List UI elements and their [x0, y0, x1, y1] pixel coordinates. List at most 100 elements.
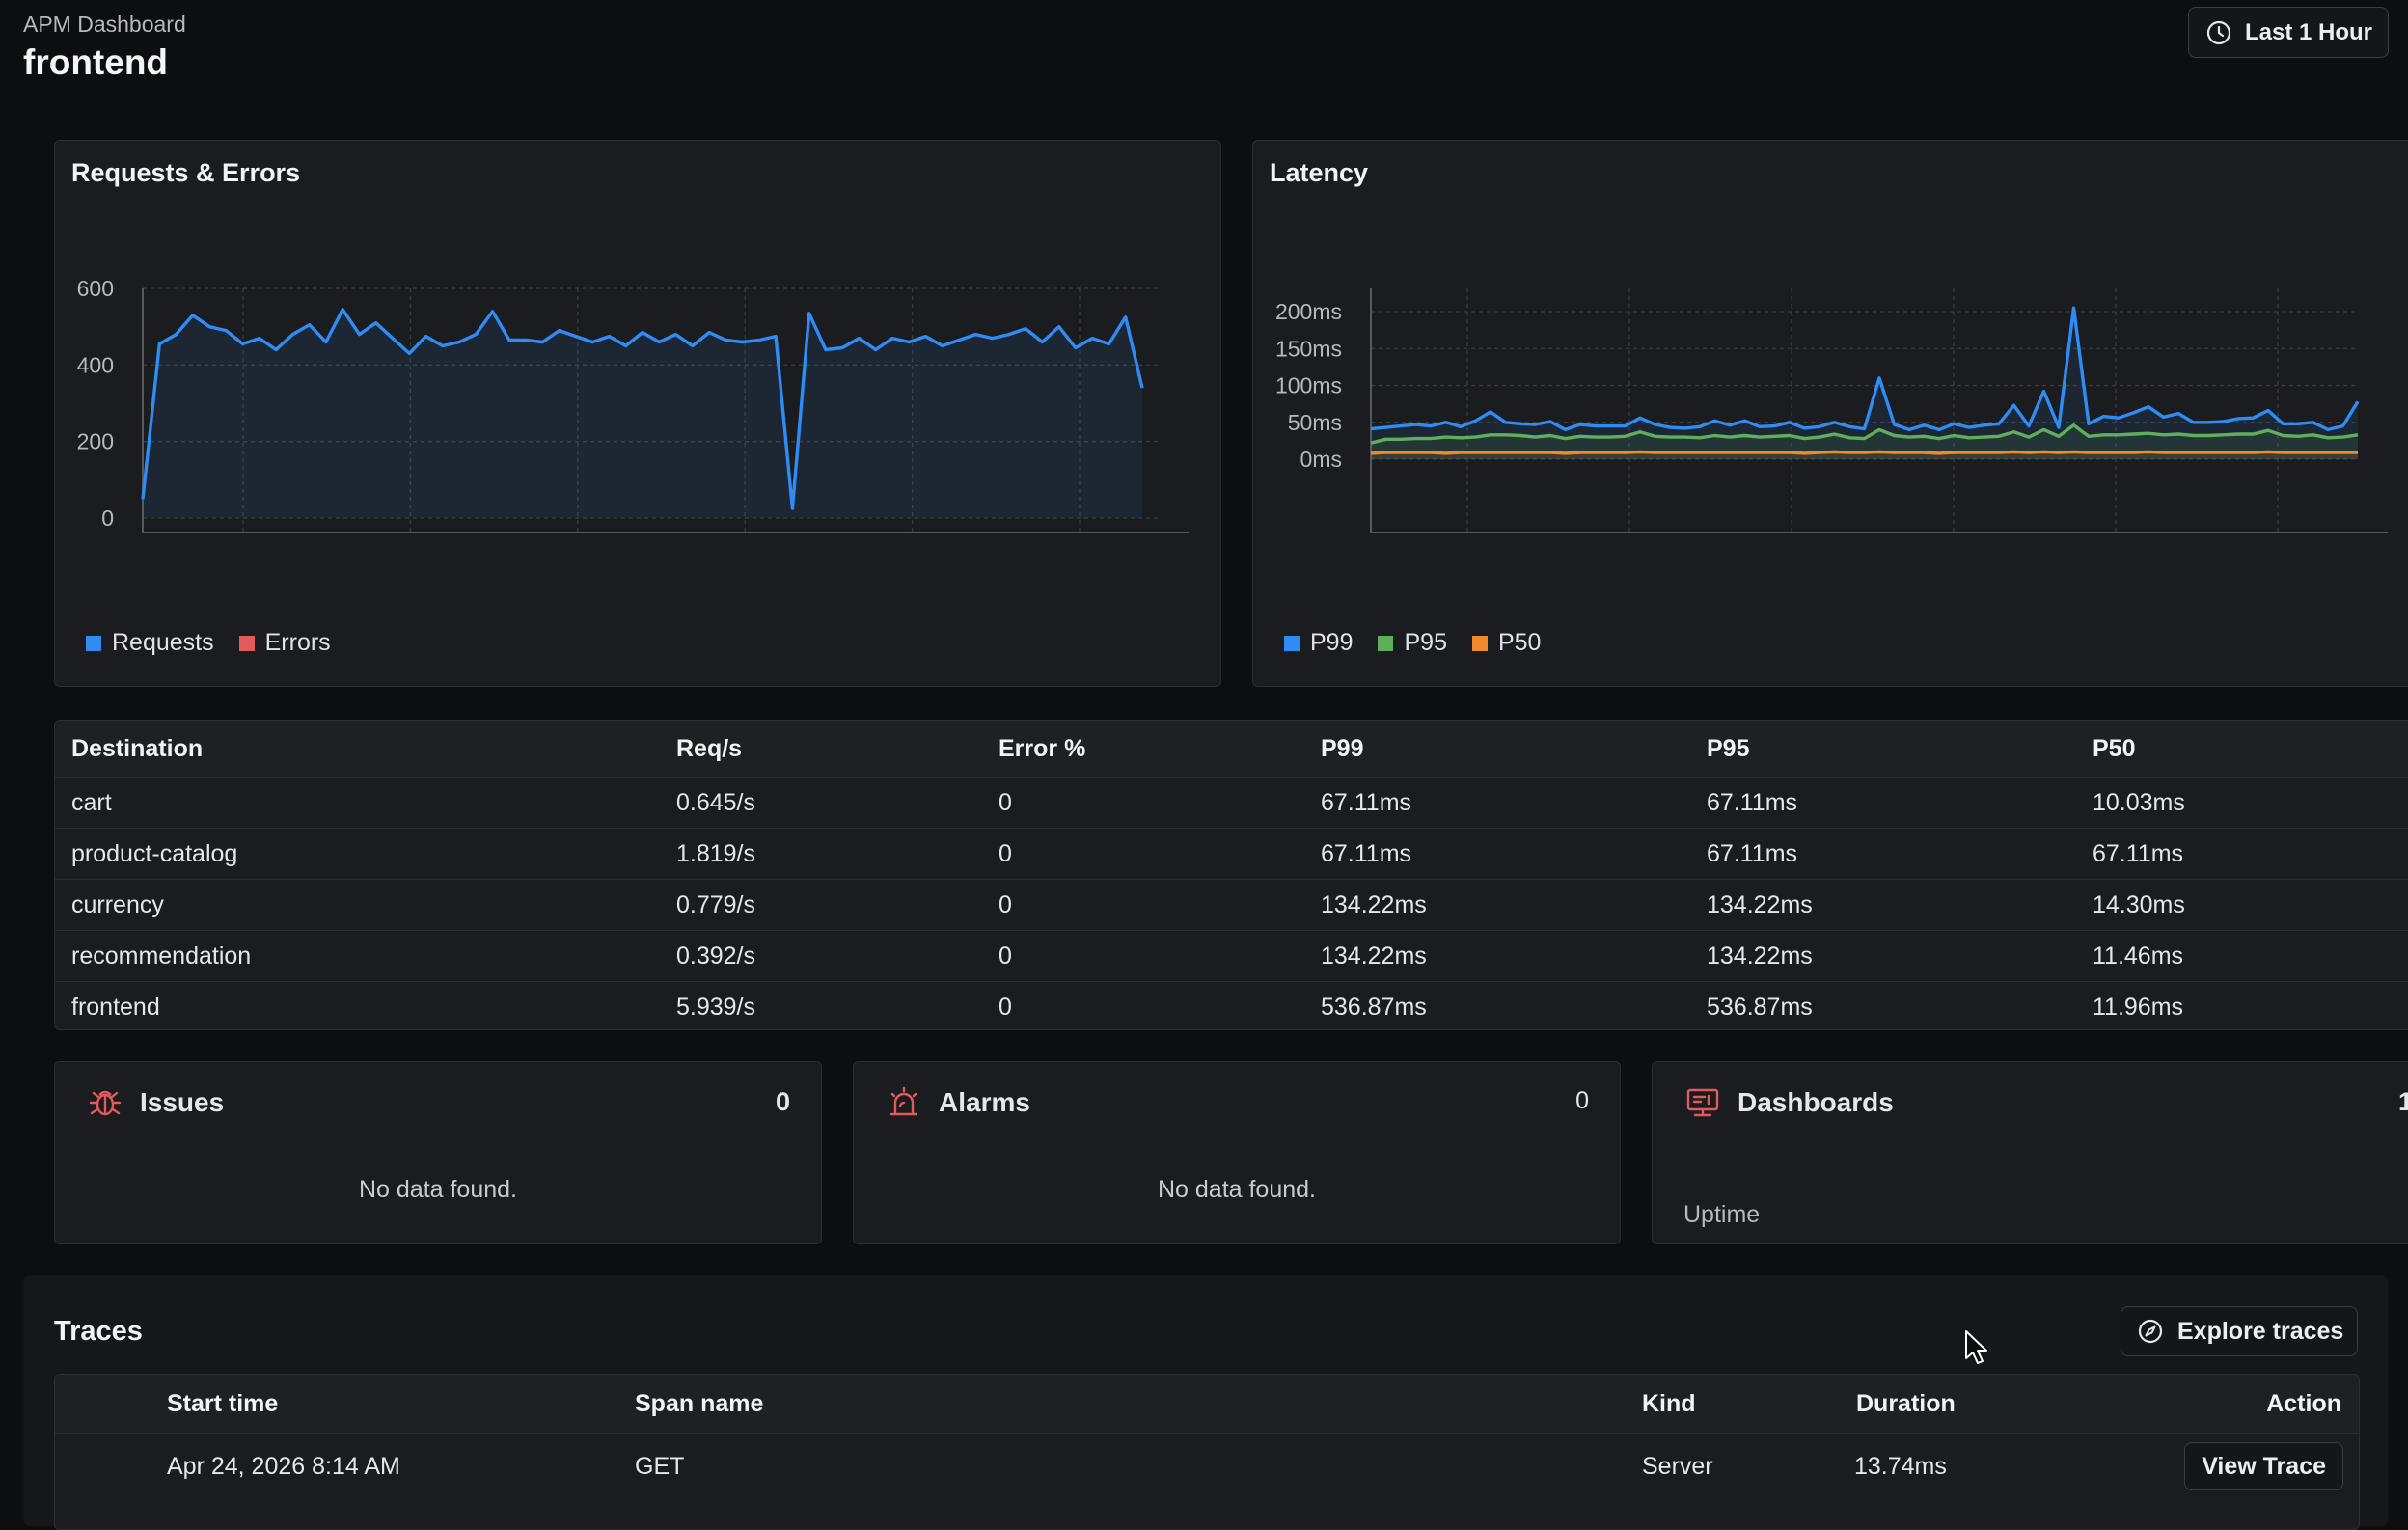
y-tick-label: 200ms [1275, 299, 1342, 324]
alarms-card[interactable]: Alarms 0 No data found. [853, 1061, 1621, 1244]
dashboards-card[interactable]: Dashboards 1 Uptime [1652, 1061, 2408, 1244]
column-header[interactable]: Duration [1847, 1375, 2136, 1434]
explore-traces-button[interactable]: Explore traces [2121, 1306, 2358, 1356]
issues-card[interactable]: Issues 0 No data found. [54, 1061, 822, 1244]
y-tick-label: 0 [101, 505, 114, 531]
dashboard-item-uptime[interactable]: Uptime [1683, 1201, 1761, 1228]
legend-label: P50 [1497, 629, 1542, 656]
traces-table-container: Start time Span name Kind Duration Actio… [54, 1374, 2360, 1530]
latency-chart: 200ms150ms100ms50ms0ms12:5013:0013:1013:… [1275, 288, 2388, 533]
explore-traces-label: Explore traces [2177, 1317, 2344, 1345]
column-header-spacer [55, 1375, 167, 1434]
table-row[interactable]: currency 0.779/s 0 134.22ms 134.22ms 14.… [55, 879, 2408, 931]
legend-p99[interactable]: P99 [1284, 629, 1353, 657]
breadcrumb[interactable]: APM Dashboard [23, 12, 186, 37]
traces-title: Traces [54, 1316, 143, 1347]
cell-p50: 10.03ms [2076, 777, 2408, 829]
cell-destination: product-catalog [55, 828, 660, 880]
table-header-row: Start time Span name Kind Duration Actio… [55, 1375, 2359, 1434]
legend-errors[interactable]: Errors [238, 629, 331, 657]
bug-icon [89, 1090, 122, 1116]
column-header[interactable]: Start time [167, 1375, 635, 1434]
cell-destination: cart [55, 777, 660, 829]
cell-spacer [55, 1433, 167, 1499]
dashboard-monitor-icon [1686, 1088, 1719, 1117]
cell-p95: 134.22ms [1690, 879, 2076, 931]
cell-action: View Trace [2136, 1433, 2359, 1499]
cell-span-name: GET [635, 1433, 1642, 1499]
y-tick-label: 0ms [1300, 447, 1342, 472]
time-range-button[interactable]: Last 1 Hour [2188, 7, 2389, 58]
legend-label: Errors [264, 629, 331, 656]
series-line-p95 [1370, 423, 2359, 445]
issues-title: Issues [140, 1087, 225, 1117]
cell-destination: frontend [71, 993, 160, 1021]
cell-p95: 67.11ms [1690, 777, 2076, 829]
legend-swatch [1471, 635, 1488, 651]
table-row[interactable]: Apr 24, 2026 8:14 AM GET Server 13.74ms … [55, 1433, 2359, 1499]
y-tick-label: 50ms [1288, 410, 1342, 435]
cell-reqs: 1.819/s [660, 828, 982, 880]
cell-reqs: 5.939/s [676, 993, 756, 1021]
mouse-cursor-icon [1965, 1330, 1987, 1364]
cell-error: 0 [999, 993, 1012, 1021]
cell-p95: 67.11ms [1690, 828, 2076, 880]
column-header[interactable]: Req/s [660, 721, 982, 778]
cell-p99: 134.22ms [1304, 879, 1690, 931]
latency-legend: P99 P95 P50 [1284, 629, 1541, 657]
column-header[interactable]: Action [2136, 1375, 2359, 1434]
cell-reqs: 0.392/s [660, 930, 982, 982]
column-header[interactable]: Error % [982, 721, 1304, 778]
series-line-requests [141, 308, 1144, 510]
cell-p95: 134.22ms [1690, 930, 2076, 982]
series-area-requests [143, 309, 1142, 518]
cell-p99: 67.11ms [1304, 777, 1690, 829]
series-line-p99 [1370, 306, 2360, 432]
alarms-title: Alarms [939, 1087, 1030, 1117]
latency-title: Latency [1270, 158, 1369, 187]
alarm-siren-icon [889, 1086, 918, 1116]
cell-p99: 536.87ms [1321, 993, 1427, 1021]
legend-requests[interactable]: Requests [86, 629, 214, 657]
table-row[interactable]: cart 0.645/s 0 67.11ms 67.11ms 10.03ms [55, 777, 2408, 829]
requests-errors-title: Requests & Errors [71, 158, 301, 187]
column-header[interactable]: Destination [55, 721, 660, 778]
cell-p50: 14.30ms [2076, 879, 2408, 931]
cell-p50: 11.96ms [2093, 993, 2184, 1021]
legend-swatch [86, 635, 101, 651]
column-header[interactable]: Kind [1642, 1375, 1847, 1434]
y-tick-label: 400 [77, 352, 114, 377]
column-header[interactable]: P95 [1690, 721, 2076, 778]
cell-destination: recommendation [55, 930, 660, 982]
traces-section: Traces Explore traces Start time Span na… [23, 1275, 2389, 1530]
column-header[interactable]: P50 [2076, 721, 2408, 778]
table-row[interactable]: product-catalog 1.819/s 0 67.11ms 67.11m… [55, 828, 2408, 880]
legend-label: P99 [1310, 629, 1354, 656]
series-area-p95 [1371, 424, 2358, 459]
clock-icon [2206, 20, 2231, 44]
issues-empty-state: No data found. [358, 1176, 517, 1203]
legend-p50[interactable]: P50 [1471, 629, 1542, 657]
legend-swatch [1284, 635, 1300, 651]
dashboards-count: 1 [2397, 1087, 2408, 1116]
page-title: frontend [23, 42, 169, 82]
column-header[interactable]: P99 [1304, 721, 1690, 778]
table-header-row: Destination Req/s Error % P99 P95 P50 [55, 721, 2408, 778]
cell-p50: 11.46ms [2076, 930, 2408, 982]
column-header[interactable]: Span name [635, 1375, 1642, 1434]
dashboards-title: Dashboards [1738, 1087, 1894, 1117]
legend-swatch [238, 635, 255, 651]
legend-p95[interactable]: P95 [1378, 629, 1447, 657]
table-row[interactable]: frontend 5.939/s 0 536.87ms 536.87ms 11.… [55, 982, 2408, 1030]
view-trace-button[interactable]: View Trace [2184, 1442, 2343, 1490]
table-row[interactable]: recommendation 0.392/s 0 134.22ms 134.22… [55, 930, 2408, 982]
requests-errors-legend: Requests Errors [86, 629, 331, 657]
cell-error: 0 [982, 777, 1304, 829]
cell-kind: Server [1642, 1433, 1847, 1499]
issues-count: 0 [775, 1087, 790, 1116]
cell-duration: 13.74ms [1847, 1433, 2136, 1499]
cell-p95: 536.87ms [1707, 993, 1813, 1021]
cell-p99: 67.11ms [1304, 828, 1690, 880]
legend-label: P95 [1404, 629, 1447, 656]
series-area-p99 [1371, 308, 2358, 459]
